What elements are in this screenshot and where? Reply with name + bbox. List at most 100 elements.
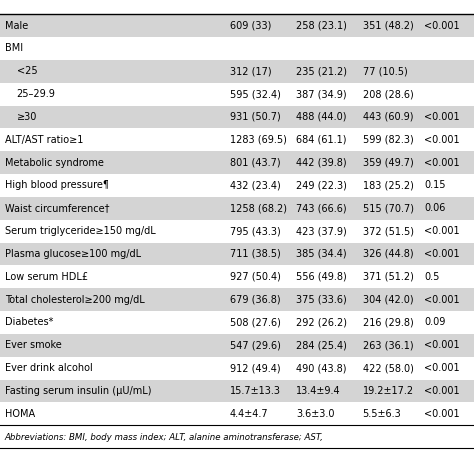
Text: BMI: BMI [5, 44, 23, 54]
Text: <0.001: <0.001 [424, 340, 460, 350]
Text: 488 (44.0): 488 (44.0) [296, 112, 347, 122]
Text: 4.4±4.7: 4.4±4.7 [230, 409, 268, 419]
Bar [0, 60, 474, 83]
Text: 0.15: 0.15 [424, 181, 446, 191]
Text: 216 (29.8): 216 (29.8) [363, 318, 413, 328]
Text: 77 (10.5): 77 (10.5) [363, 66, 407, 76]
Text: 443 (60.9): 443 (60.9) [363, 112, 413, 122]
Text: 359 (49.7): 359 (49.7) [363, 158, 413, 168]
Text: 795 (43.3): 795 (43.3) [230, 226, 281, 236]
Text: 679 (36.8): 679 (36.8) [230, 295, 281, 305]
Bar [0, 174, 474, 197]
Text: 208 (28.6): 208 (28.6) [363, 89, 413, 99]
Bar [0, 128, 474, 151]
Text: Ever drink alcohol: Ever drink alcohol [5, 363, 92, 373]
Text: 931 (50.7): 931 (50.7) [230, 112, 281, 122]
Bar [0, 265, 474, 288]
Text: 442 (39.8): 442 (39.8) [296, 158, 347, 168]
Text: 13.4±9.4: 13.4±9.4 [296, 386, 341, 396]
Text: Fasting serum insulin (μU/mL): Fasting serum insulin (μU/mL) [5, 386, 151, 396]
Text: 0.09: 0.09 [424, 318, 446, 328]
Text: 432 (23.4): 432 (23.4) [230, 181, 281, 191]
Text: Abbreviations: BMI, body mass index; ALT, alanine aminotransferase; AST,: Abbreviations: BMI, body mass index; ALT… [5, 433, 324, 442]
Text: 609 (33): 609 (33) [230, 21, 271, 31]
Text: 375 (33.6): 375 (33.6) [296, 295, 347, 305]
Bar [0, 356, 474, 380]
Text: 547 (29.6): 547 (29.6) [230, 340, 281, 350]
Text: <25: <25 [17, 66, 37, 76]
Text: Serum triglyceride≥150 mg/dL: Serum triglyceride≥150 mg/dL [5, 226, 155, 236]
Text: 0.06: 0.06 [424, 203, 446, 213]
Bar [0, 106, 474, 128]
Text: <0.001: <0.001 [424, 363, 460, 373]
Text: 556 (49.8): 556 (49.8) [296, 272, 347, 282]
Text: <0.001: <0.001 [424, 386, 460, 396]
Text: 235 (21.2): 235 (21.2) [296, 66, 347, 76]
Text: 25–29.9: 25–29.9 [17, 89, 55, 99]
Text: <0.001: <0.001 [424, 226, 460, 236]
Text: Diabetes*: Diabetes* [5, 318, 53, 328]
Text: 183 (25.2): 183 (25.2) [363, 181, 413, 191]
Text: 19.2±17.2: 19.2±17.2 [363, 386, 414, 396]
Text: 5.5±6.3: 5.5±6.3 [363, 409, 401, 419]
Text: 595 (32.4): 595 (32.4) [230, 89, 281, 99]
Text: 1283 (69.5): 1283 (69.5) [230, 135, 287, 145]
Text: 423 (37.9): 423 (37.9) [296, 226, 347, 236]
Text: ≥30: ≥30 [17, 112, 37, 122]
Text: 15.7±13.3: 15.7±13.3 [230, 386, 281, 396]
Text: 312 (17): 312 (17) [230, 66, 272, 76]
Text: Waist circumference†: Waist circumference† [5, 203, 109, 213]
Text: ALT/AST ratio≥1: ALT/AST ratio≥1 [5, 135, 83, 145]
Bar [0, 37, 474, 60]
Text: 711 (38.5): 711 (38.5) [230, 249, 281, 259]
Bar [0, 14, 474, 37]
Text: Ever smoke: Ever smoke [5, 340, 62, 350]
Bar [0, 288, 474, 311]
Text: 3.6±3.0: 3.6±3.0 [296, 409, 335, 419]
Text: High blood pressure¶: High blood pressure¶ [5, 181, 109, 191]
Text: <0.001: <0.001 [424, 158, 460, 168]
Text: <0.001: <0.001 [424, 21, 460, 31]
Text: 927 (50.4): 927 (50.4) [230, 272, 281, 282]
Text: Plasma glucose≥100 mg/dL: Plasma glucose≥100 mg/dL [5, 249, 141, 259]
Text: Male: Male [5, 21, 28, 31]
Text: 263 (36.1): 263 (36.1) [363, 340, 413, 350]
Text: HOMA: HOMA [5, 409, 35, 419]
Text: Low serum HDL£: Low serum HDL£ [5, 272, 88, 282]
Text: 599 (82.3): 599 (82.3) [363, 135, 413, 145]
Text: <0.001: <0.001 [424, 295, 460, 305]
Text: 385 (34.4): 385 (34.4) [296, 249, 347, 259]
Bar [0, 243, 474, 265]
Text: 351 (48.2): 351 (48.2) [363, 21, 413, 31]
Text: 284 (25.4): 284 (25.4) [296, 340, 347, 350]
Bar [0, 197, 474, 220]
Text: Total cholesterol≥200 mg/dL: Total cholesterol≥200 mg/dL [5, 295, 145, 305]
Text: 684 (61.1): 684 (61.1) [296, 135, 347, 145]
Text: 422 (58.0): 422 (58.0) [363, 363, 413, 373]
Bar [0, 402, 474, 425]
Text: 0.5: 0.5 [424, 272, 439, 282]
Text: 912 (49.4): 912 (49.4) [230, 363, 281, 373]
Text: 372 (51.5): 372 (51.5) [363, 226, 414, 236]
Text: 387 (34.9): 387 (34.9) [296, 89, 347, 99]
Bar [0, 334, 474, 356]
Text: Metabolic syndrome: Metabolic syndrome [5, 158, 104, 168]
Text: <0.001: <0.001 [424, 249, 460, 259]
Bar [0, 220, 474, 243]
Text: 258 (23.1): 258 (23.1) [296, 21, 347, 31]
Text: 304 (42.0): 304 (42.0) [363, 295, 413, 305]
Text: <0.001: <0.001 [424, 135, 460, 145]
Text: 490 (43.8): 490 (43.8) [296, 363, 347, 373]
Bar [0, 311, 474, 334]
Text: <0.001: <0.001 [424, 409, 460, 419]
Text: 743 (66.6): 743 (66.6) [296, 203, 347, 213]
Text: 801 (43.7): 801 (43.7) [230, 158, 281, 168]
Bar [0, 151, 474, 174]
Text: 1258 (68.2): 1258 (68.2) [230, 203, 287, 213]
Text: 292 (26.2): 292 (26.2) [296, 318, 347, 328]
Text: 249 (22.3): 249 (22.3) [296, 181, 347, 191]
Bar [0, 380, 474, 402]
Text: 515 (70.7): 515 (70.7) [363, 203, 414, 213]
Bar [0, 82, 474, 106]
Text: <0.001: <0.001 [424, 112, 460, 122]
